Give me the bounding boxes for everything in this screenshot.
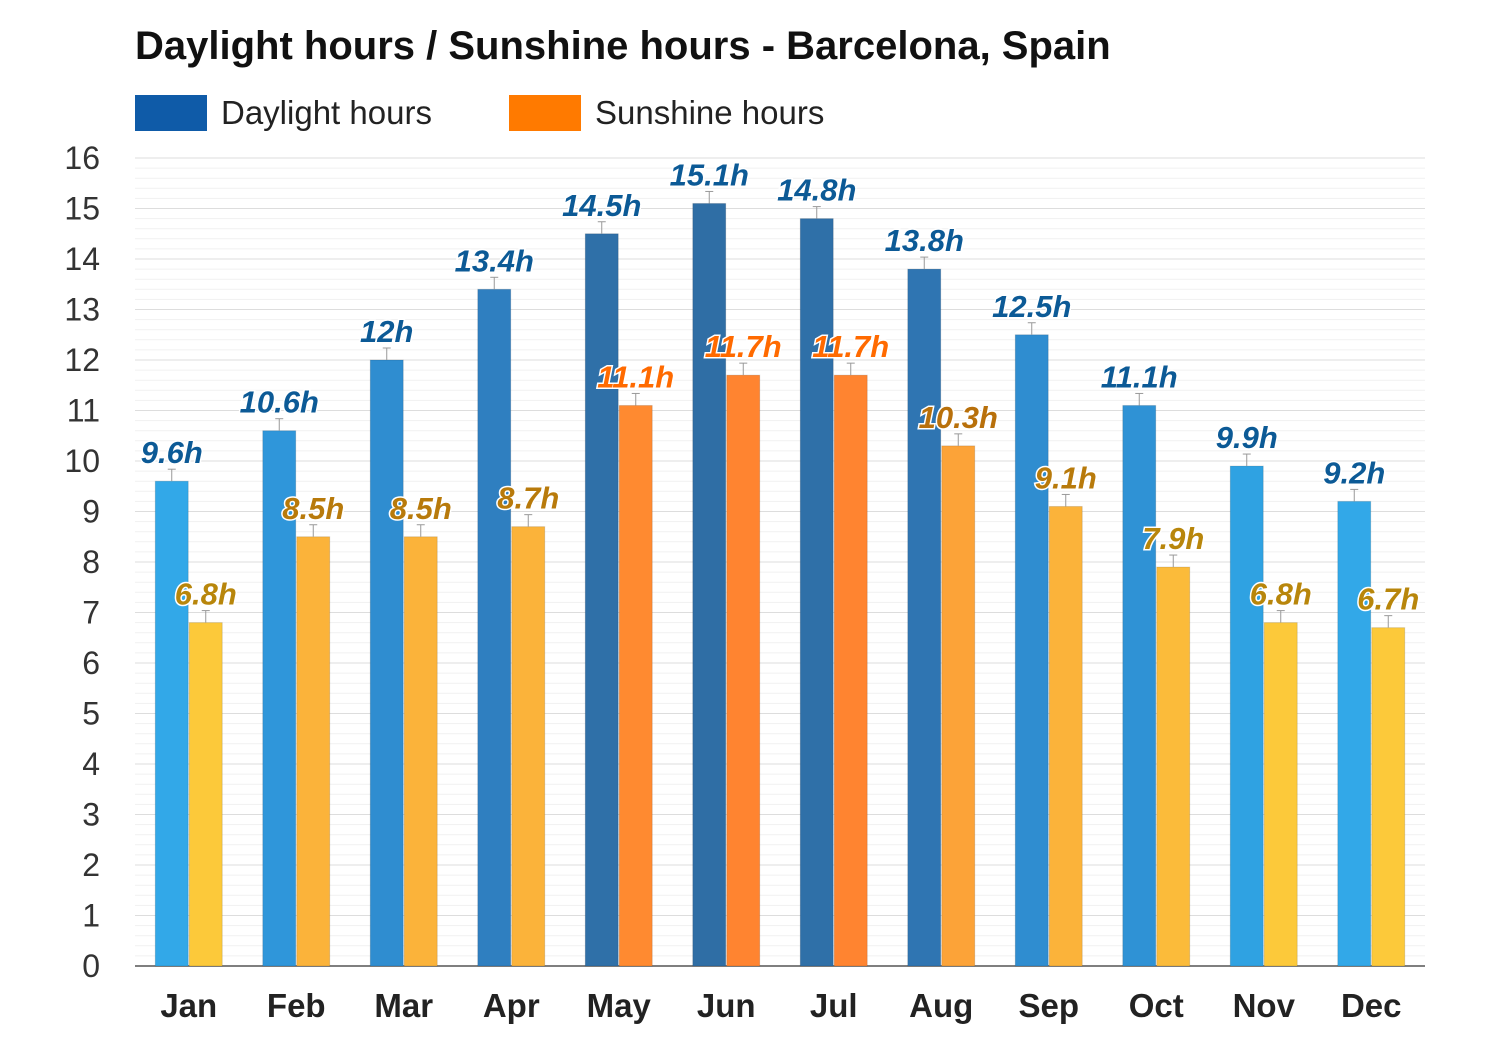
y-tick-label: 10 [64, 443, 100, 479]
daylight-data-label: 14.5h [562, 188, 641, 223]
x-tick-label: Jul [810, 987, 858, 1024]
sunshine-bar [833, 374, 868, 967]
chart-title: Daylight hours / Sunshine hours - Barcel… [135, 24, 1111, 68]
y-tick-label: 8 [82, 544, 100, 580]
y-tick-label: 16 [64, 140, 100, 176]
x-tick-label: Mar [374, 987, 433, 1024]
y-tick-label: 14 [64, 241, 100, 277]
sunshine-data-label: 10.3h [919, 400, 998, 435]
sunshine-data-label: 6.8h [1250, 577, 1312, 612]
x-tick-label: Jan [160, 987, 217, 1024]
legend-sunshine-swatch [509, 95, 581, 131]
daylight-bar [369, 359, 404, 967]
legend-sunshine[interactable]: Sunshine hours [509, 94, 824, 132]
sunshine-data-label: 8.5h [282, 491, 344, 526]
sunshine-data-label: 11.7h [812, 329, 889, 364]
sunshine-bar [618, 404, 653, 967]
daylight-bar [584, 233, 619, 967]
daylight-data-label: 14.8h [777, 173, 856, 208]
legend-sunshine-label: Sunshine hours [595, 94, 825, 131]
daylight-data-label: 12.5h [992, 289, 1071, 324]
sunshine-data-label: 6.8h [175, 577, 237, 612]
daylight-data-label: 9.9h [1216, 420, 1278, 455]
daylight-data-label: 11.1h [1101, 359, 1178, 394]
sunshine-data-label: 8.7h [497, 481, 559, 516]
y-tick-label: 0 [82, 948, 100, 984]
daylight-bar [1122, 404, 1157, 967]
sunshine-data-label: 8.5h [390, 491, 452, 526]
sunshine-data-label: 7.9h [1142, 521, 1204, 556]
legend-daylight[interactable]: Daylight hours [135, 94, 432, 132]
y-tick-label: 6 [82, 645, 100, 681]
daylight-bar [1337, 500, 1372, 967]
x-tick-label: Aug [909, 987, 973, 1024]
y-tick-label: 1 [82, 898, 100, 934]
daylight-bar [907, 268, 942, 967]
daylight-bar [154, 480, 189, 967]
y-tick-label: 15 [64, 191, 100, 227]
y-tick-label: 11 [67, 393, 100, 429]
daylight-data-label: 13.8h [885, 223, 964, 258]
y-tick-label: 13 [64, 292, 100, 328]
x-tick-label: Feb [267, 987, 326, 1024]
y-tick-label: 2 [82, 847, 100, 883]
sunshine-bar [941, 445, 976, 967]
daylight-bar [477, 288, 512, 967]
sunshine-bar [726, 374, 761, 967]
sunshine-bar [296, 536, 331, 967]
sunshine-data-label: 11.7h [705, 329, 782, 364]
daylight-bar [1229, 465, 1264, 967]
sunshine-bar [403, 536, 438, 967]
x-tick-label: Jun [697, 987, 756, 1024]
y-tick-label: 7 [82, 595, 100, 631]
sunshine-bar [1156, 566, 1191, 967]
daylight-bar [1014, 334, 1049, 967]
x-tick-label: Oct [1129, 987, 1184, 1024]
daylight-data-label: 10.6h [240, 385, 319, 420]
y-tick-label: 9 [82, 494, 100, 530]
legend-daylight-swatch [135, 95, 207, 131]
daylight-data-label: 9.2h [1323, 455, 1385, 490]
x-tick-label: Sep [1018, 987, 1079, 1024]
daylight-data-label: 15.1h [670, 157, 749, 192]
sunshine-data-label: 6.7h [1357, 582, 1419, 617]
sunshine-bar [188, 622, 223, 967]
x-tick-label: Nov [1233, 987, 1296, 1024]
x-tick-label: Dec [1341, 987, 1402, 1024]
sunshine-bar [1263, 622, 1298, 967]
daylight-bar [692, 202, 727, 967]
legend-daylight-label: Daylight hours [221, 94, 432, 131]
y-tick-label: 5 [82, 696, 100, 732]
y-tick-label: 4 [82, 746, 100, 782]
y-tick-label: 3 [82, 797, 100, 833]
x-tick-label: May [587, 987, 652, 1024]
sunshine-bar [1048, 505, 1083, 967]
sunshine-bar [1371, 627, 1406, 967]
daylight-bar [262, 430, 297, 967]
sunshine-bar [511, 526, 546, 967]
sunshine-data-label: 11.1h [597, 359, 674, 394]
daylight-data-label: 9.6h [141, 435, 203, 470]
daylight-data-label: 12h [360, 314, 413, 349]
x-tick-label: Apr [483, 987, 540, 1024]
sunshine-data-label: 9.1h [1035, 460, 1097, 495]
y-tick-label: 12 [64, 342, 100, 378]
daylight-data-label: 13.4h [455, 243, 534, 278]
